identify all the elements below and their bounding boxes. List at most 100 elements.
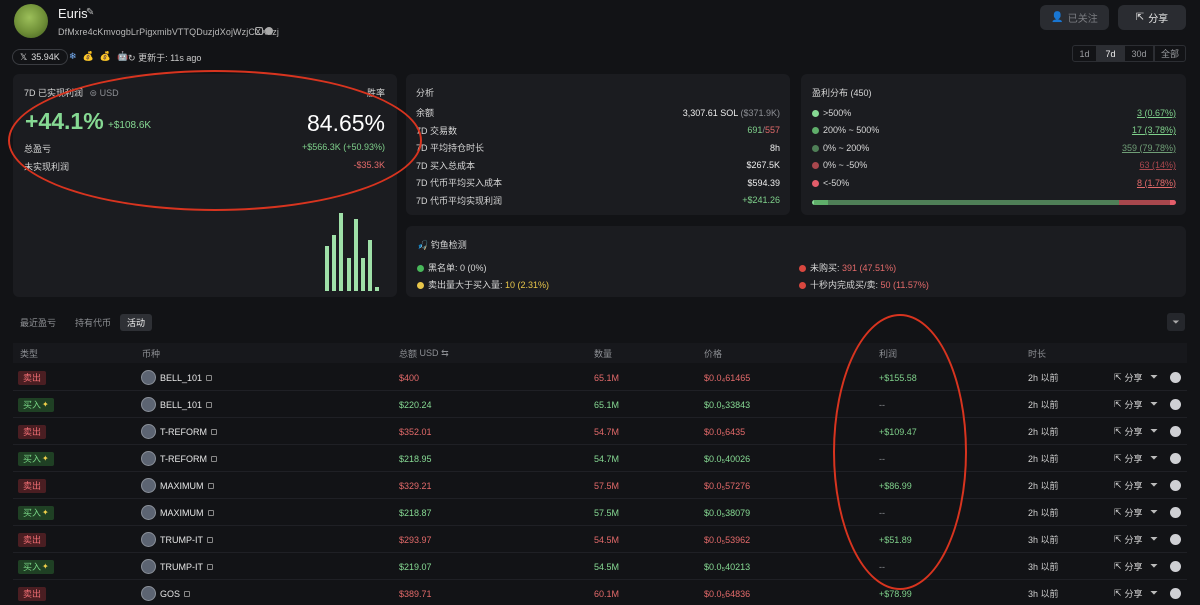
analysis-panel: 分析 余额 3,307.61 SOL ($371.9K) 7D 交易数 691/… xyxy=(406,74,790,215)
copy-icon[interactable] xyxy=(207,482,214,489)
copy-icon[interactable] xyxy=(206,401,213,408)
token-avatar[interactable] xyxy=(141,478,156,493)
copy-icon[interactable] xyxy=(207,563,213,570)
table-row[interactable]: 买入 ✦ MAXIMUM $218.87 57.5M $0.0₅38079 -- 2h 以前 ⇱… xyxy=(13,499,1187,526)
table-row[interactable]: 卖出 GOS $389.71 60.1M $0.0₅64836 +$78.99 3h 以前 ⇱… xyxy=(13,580,1187,605)
row-share-button[interactable]: ⇱ 分享 xyxy=(1114,372,1143,383)
filter-icon[interactable]: ⏷ xyxy=(1150,372,1158,383)
price: $0.0₅53962 xyxy=(704,534,751,545)
quantity: 54.7M xyxy=(594,453,620,464)
token-name[interactable]: BELL_101 xyxy=(160,399,203,410)
copy-icon[interactable] xyxy=(207,536,213,543)
row-share-button[interactable]: ⇱ 分享 xyxy=(1114,480,1143,491)
copy-icon[interactable] xyxy=(184,590,191,597)
tab-recent-pnl[interactable]: 最近盈亏 xyxy=(20,318,57,328)
copy-icon[interactable] xyxy=(211,455,217,462)
row-share-button[interactable]: ⇱ 分享 xyxy=(1114,588,1143,599)
avatar[interactable] xyxy=(14,4,48,38)
token-name[interactable]: GOS xyxy=(160,588,181,599)
token-avatar[interactable] xyxy=(141,505,156,520)
profit-distribution-panel: 盈利分布 (450) >500% 3 (0.67%) 200% ~ 500% 1… xyxy=(801,74,1186,215)
total-pnl-label: 总盈亏 xyxy=(24,144,52,154)
total-pnl-value: +$566.3K (+50.93%) xyxy=(301,142,385,152)
filter-icon[interactable]: ⏷ xyxy=(1150,480,1158,491)
copy-icon[interactable] xyxy=(206,374,213,381)
table-row[interactable]: 买入 ✦ BELL_101 $220.24 65.1M $0.0₅33843 -- 2h 以前… xyxy=(13,391,1187,418)
price: $0.0₅38079 xyxy=(704,507,751,518)
pnl-bar xyxy=(332,235,337,291)
more-icon[interactable] xyxy=(1170,399,1181,410)
tab-activity[interactable]: 活动 xyxy=(120,314,153,331)
daily-pnl-bars xyxy=(325,204,385,297)
filter-button[interactable]: ⏷ xyxy=(1167,313,1185,331)
table-row[interactable]: 卖出 T-REFORM $352.01 54.7M $0.0₅6435 +$109.47 2… xyxy=(13,418,1187,445)
token-avatar[interactable] xyxy=(141,559,156,574)
period-7d[interactable]: 7d xyxy=(1097,45,1124,62)
more-icon[interactable] xyxy=(1170,480,1181,491)
period-1d[interactable]: 1d xyxy=(1072,45,1097,62)
table-row[interactable]: 卖出 TRUMP-IT $293.97 54.5M $0.0₅53962 +$51.89 3… xyxy=(13,526,1187,553)
filter-icon[interactable]: ⏷ xyxy=(1150,399,1158,410)
x-followers-badge[interactable]: 𝕏 35.94K xyxy=(12,49,68,65)
follow-button[interactable]: 👤 已关注 xyxy=(1040,5,1109,30)
token-name[interactable]: TRUMP-IT xyxy=(160,561,203,572)
row-share-button[interactable]: ⇱ 分享 xyxy=(1114,399,1143,410)
username: Euris xyxy=(58,6,88,21)
more-icon[interactable] xyxy=(1170,507,1181,518)
more-icon[interactable] xyxy=(1170,534,1181,545)
row-share-button[interactable]: ⇱ 分享 xyxy=(1114,426,1143,437)
price: $0.0₅64836 xyxy=(704,588,751,599)
token-avatar[interactable] xyxy=(141,451,156,466)
more-icon[interactable] xyxy=(1170,372,1181,383)
edit-icon[interactable]: ✎ xyxy=(86,7,95,18)
filter-icon[interactable]: ⏷ xyxy=(1150,507,1158,518)
copy-icon[interactable] xyxy=(211,428,217,435)
profit: +$155.58 xyxy=(879,372,917,383)
analysis-title: 分析 xyxy=(416,88,435,98)
token-avatar[interactable] xyxy=(141,370,156,385)
token-name[interactable]: MAXIMUM xyxy=(160,507,204,518)
filter-icon[interactable]: ⏷ xyxy=(1150,534,1158,545)
filter-icon[interactable]: ⏷ xyxy=(1150,588,1158,599)
period-all[interactable]: 全部 xyxy=(1154,45,1186,62)
token-avatar[interactable] xyxy=(141,586,156,601)
token-avatar[interactable] xyxy=(141,397,156,412)
copy-icon[interactable] xyxy=(255,27,263,35)
pnl-usd: +$108.6K xyxy=(108,120,152,131)
table-row[interactable]: 买入 ✦ T-REFORM $218.95 54.7M $0.0₅40026 -- 2h 以前… xyxy=(13,445,1187,472)
token-name[interactable]: T-REFORM xyxy=(160,426,207,437)
more-icon[interactable] xyxy=(1170,426,1181,437)
table-row[interactable]: 卖出 MAXIMUM $329.21 57.5M $0.0₅57276 +$86.99 2h… xyxy=(13,472,1187,499)
tab-holdings[interactable]: 持有代币 xyxy=(75,318,112,328)
wallet-address: DfMxre4cKmvogbLrPigxmibVTTQDuzjdXojWzjCX… xyxy=(58,27,279,37)
more-icon[interactable] xyxy=(1170,588,1181,599)
filter-icon[interactable]: ⏷ xyxy=(1150,426,1158,437)
token-avatar[interactable] xyxy=(141,424,156,439)
row-share-button[interactable]: ⇱ 分享 xyxy=(1114,561,1143,572)
more-icon[interactable] xyxy=(1170,453,1181,464)
row-share-button[interactable]: ⇱ 分享 xyxy=(1114,534,1143,545)
token-name[interactable]: MAXIMUM xyxy=(160,480,204,491)
row-share-button[interactable]: ⇱ 分享 xyxy=(1114,453,1143,464)
filter-icon[interactable]: ⏷ xyxy=(1150,453,1158,464)
currency-icon: ⊜ xyxy=(89,88,98,98)
qr-icon[interactable] xyxy=(265,27,273,35)
table-row[interactable]: 买入 ✦ TRUMP-IT $219.07 54.5M $0.0₅40213 -- 3h 以前… xyxy=(13,553,1187,580)
filter-icon[interactable]: ⏷ xyxy=(1150,561,1158,572)
type-badge: 买入 ✦ xyxy=(18,451,54,466)
copy-icon[interactable] xyxy=(207,509,214,516)
share-button[interactable]: ⇱ 分享 xyxy=(1118,5,1186,30)
row-share-button[interactable]: ⇱ 分享 xyxy=(1114,507,1143,518)
token-name[interactable]: TRUMP-IT xyxy=(160,534,203,545)
distribution-segment xyxy=(828,200,1119,205)
more-icon[interactable] xyxy=(1170,561,1181,572)
token-name[interactable]: BELL_101 xyxy=(160,372,203,383)
col-total[interactable]: 总额 USD ⇆ xyxy=(399,347,449,359)
token-name[interactable]: T-REFORM xyxy=(160,453,207,464)
total-value: $218.95 xyxy=(399,453,432,464)
period-30d[interactable]: 30d xyxy=(1124,45,1154,62)
realized-profit-panel: 7D 已实现利润 ⊜ USD 胜率 +44.1% +$108.6K 84.65%… xyxy=(13,74,397,297)
token-avatar[interactable] xyxy=(141,532,156,547)
table-row[interactable]: 卖出 BELL_101 $400 65.1M $0.0₄61465 +$155.58 2h … xyxy=(13,364,1187,391)
refresh-status[interactable]: ↻ 更新于: 11s ago xyxy=(128,53,202,63)
